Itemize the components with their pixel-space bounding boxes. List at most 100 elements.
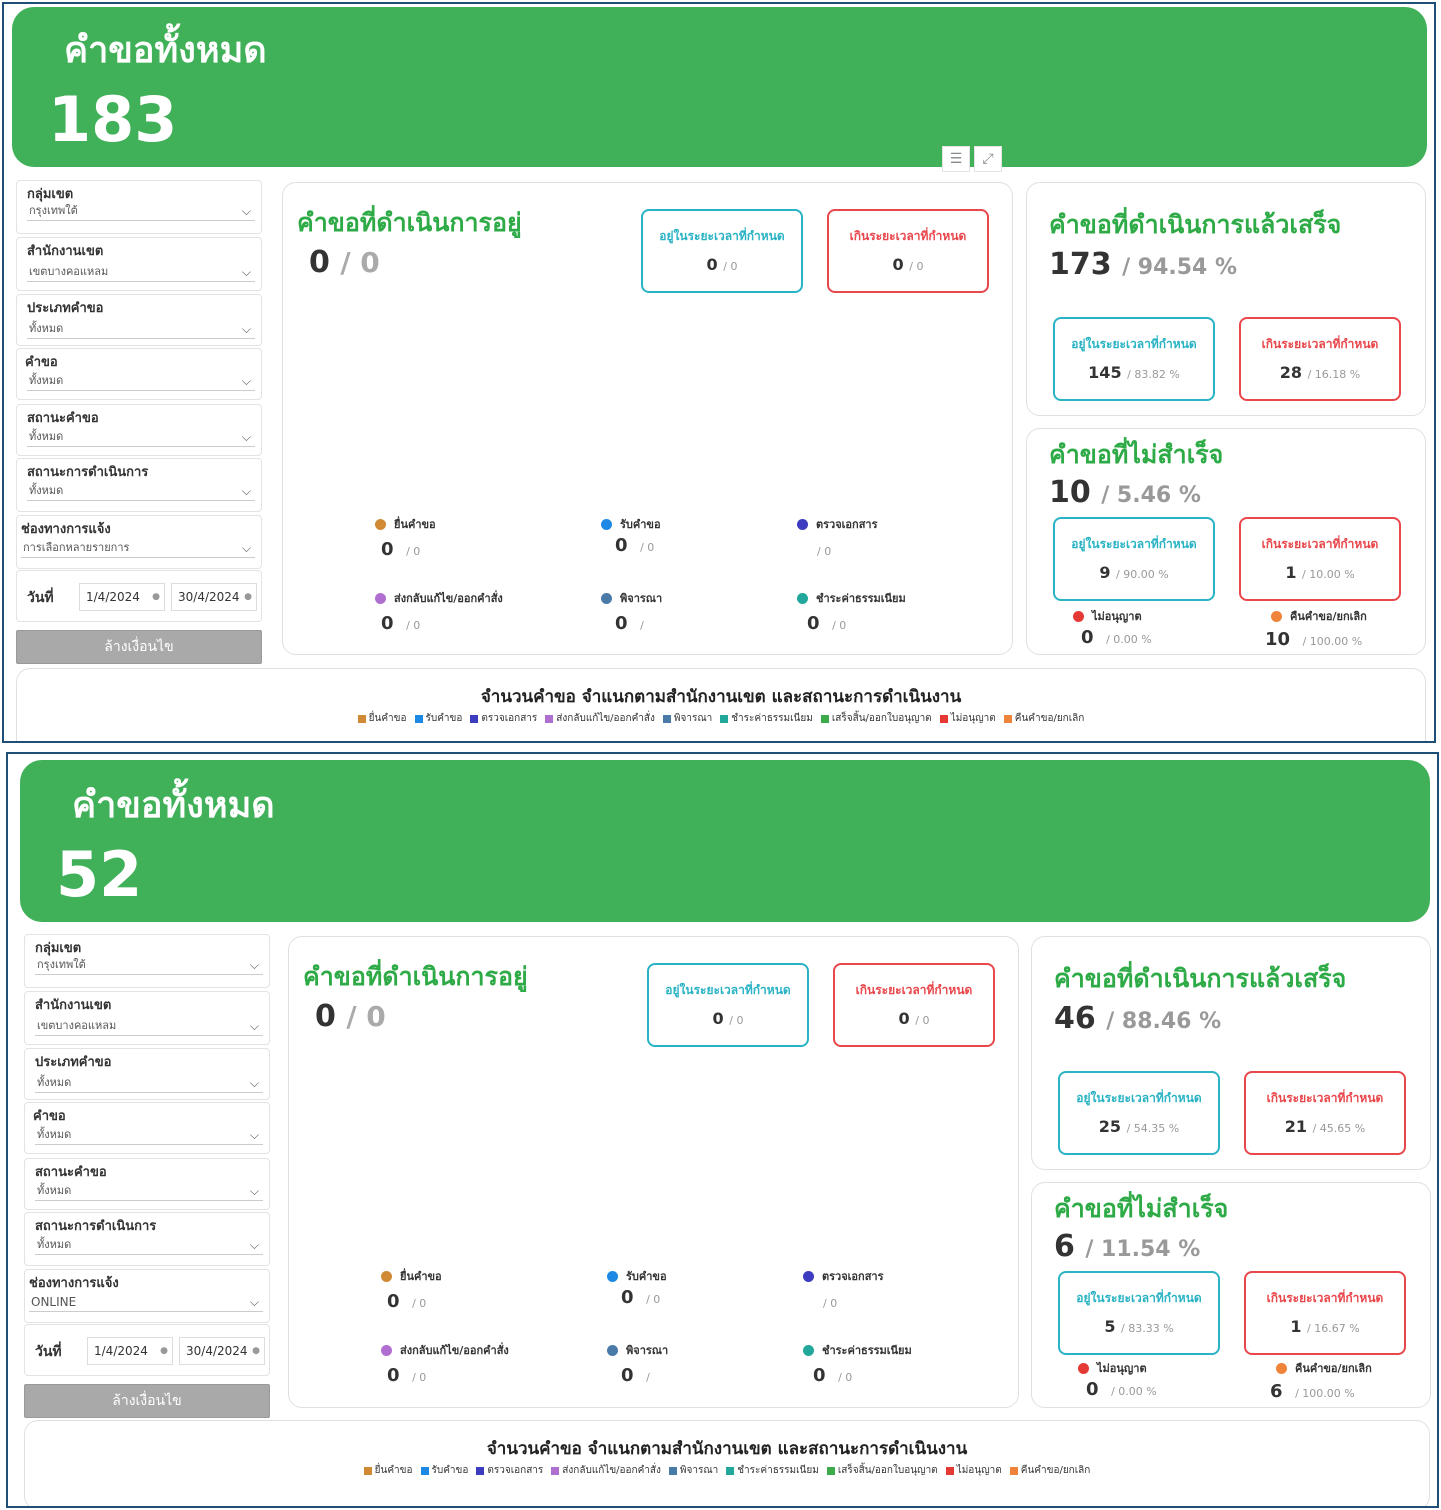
filter-label: สถานะการดำเนินการ	[35, 1219, 157, 1234]
in-progress-panel: คำขอที่ดำเนินการอยู่ 0 / 0 อยู่ในระยะเวล…	[288, 936, 1019, 1408]
card-label: อยู่ในระยะเวลาที่กำหนด	[1071, 537, 1197, 551]
completed-panel: คำขอที่ดำเนินการแล้วเสร็จ 46 / 88.46 % อ…	[1031, 936, 1431, 1170]
filter-channel[interactable]: ช่องทางการแจ้ง การเลือกหลายรายการ ⌵	[16, 515, 262, 569]
filter-label: ช่องทางการแจ้ง	[21, 522, 111, 537]
date-to-input[interactable]: 30/4/2024 ●	[179, 1337, 265, 1365]
filter-select[interactable]: ทั้งหมด ⌵	[35, 1125, 263, 1145]
clear-filters-button[interactable]: ล้างเงื่อนไข	[16, 630, 262, 664]
legend-item[interactable]: ส่งกลับแก้ไข/ออกคำสั่ง	[551, 1463, 661, 1478]
legend-item[interactable]: ส่งกลับแก้ไข/ออกคำสั่ง	[545, 711, 655, 726]
banner-count: 52	[56, 838, 143, 911]
filter-request[interactable]: คำขอ ทั้งหมด ⌵	[16, 348, 262, 400]
filter-select[interactable]: เขตบางคอแหลม ⌵	[35, 1016, 263, 1036]
filter-zone-group[interactable]: กลุ่มเขต กรุงเทพใต้ ⌵	[24, 934, 270, 988]
on-time-card: อยู่ในระยะเวลาที่กำหนด 5 / 83.33 %	[1058, 1271, 1220, 1355]
status-doc-check: ตรวจเอกสาร / 0	[803, 1267, 884, 1310]
legend-item[interactable]: ไม่อนุญาต	[939, 711, 996, 726]
status-considering: พิจารณา 0 /	[607, 1341, 668, 1386]
card-value: 9 / 90.00 %	[1099, 563, 1169, 582]
filter-district-office[interactable]: สำนักงานเขต เขตบางคอแหลม ⌵	[24, 991, 270, 1045]
filter-select[interactable]: ทั้งหมด ⌵	[35, 1181, 263, 1201]
legend-item[interactable]: ไม่อนุญาต	[945, 1463, 1002, 1478]
chevron-down-icon: ⌵	[241, 541, 251, 555]
card-label: เกินระยะเวลาที่กำหนด	[1261, 337, 1379, 351]
district-status-chart: จำนวนคำขอ จำแนกตามสำนักงานเขต และสถานะกา…	[16, 668, 1426, 741]
card-label: เกินระยะเวลาที่กำหนด	[1266, 1291, 1384, 1305]
status-fee-payment: ชำระค่าธรรมเนียม 0 / 0	[797, 589, 906, 634]
filter-request-status[interactable]: สถานะคำขอ ทั้งหมด ⌵	[24, 1158, 270, 1210]
filter-label: สถานะคำขอ	[27, 411, 99, 426]
status-dot	[1271, 610, 1282, 622]
card-label: เกินระยะเวลาที่กำหนด	[849, 229, 967, 243]
focus-mode-icon[interactable]: ⤢	[974, 146, 1002, 172]
panel-title: คำขอที่ดำเนินการแล้วเสร็จ	[1054, 964, 1347, 993]
filter-select[interactable]: กรุงเทพใต้ ⌵	[27, 201, 255, 221]
filter-request[interactable]: คำขอ ทั้งหมด ⌵	[24, 1102, 270, 1154]
status-fee-payment: ชำระค่าธรรมเนียม 0 / 0	[803, 1341, 912, 1386]
filter-label: ประเภทคำขอ	[27, 301, 104, 316]
status-dot	[375, 592, 386, 604]
filter-select[interactable]: ทั้งหมด ⌵	[27, 427, 255, 447]
date-label: วันที่	[27, 590, 54, 606]
filter-district-office[interactable]: สำนักงานเขต เขตบางคอแหลม ⌵	[16, 237, 262, 291]
filter-zone-group[interactable]: กลุ่มเขต กรุงเทพใต้ ⌵	[16, 180, 262, 234]
filter-select[interactable]: การเลือกหลายรายการ ⌵	[21, 538, 255, 558]
filter-select[interactable]: ทั้งหมด ⌵	[27, 481, 255, 501]
date-from-input[interactable]: 1/4/2024 ●	[79, 583, 165, 611]
date-from-input[interactable]: 1/4/2024 ●	[87, 1337, 173, 1365]
completed-total: 46 / 88.46 %	[1054, 1001, 1222, 1036]
legend-item[interactable]: ชำระค่าธรรมเนียม	[726, 1463, 819, 1478]
legend-item[interactable]: ตรวจเอกสาร	[476, 1463, 543, 1478]
legend-item[interactable]: ตรวจเอกสาร	[470, 711, 537, 726]
on-time-card: อยู่ในระยะเวลาที่กำหนด 0 / 0	[647, 963, 809, 1047]
clear-filters-button[interactable]: ล้างเงื่อนไข	[24, 1384, 270, 1418]
legend-item[interactable]: พิจารณา	[662, 711, 712, 726]
filter-label: ประเภทคำขอ	[35, 1055, 112, 1070]
legend-item[interactable]: เสร็จสิ้น/ออกใบอนุญาต	[826, 1463, 938, 1478]
filter-select[interactable]: ทั้งหมด ⌵	[35, 1073, 263, 1093]
status-cancelled: คืนคำขอ/ยกเลิก 10 / 100.00 %	[1265, 610, 1367, 650]
card-label: อยู่ในระยะเวลาที่กำหนด	[1076, 1291, 1202, 1305]
legend-item[interactable]: ยื่นคำขอ	[363, 1463, 413, 1478]
filter-request-type[interactable]: ประเภทคำขอ ทั้งหมด ⌵	[24, 1048, 270, 1100]
filter-select[interactable]: ทั้งหมด ⌵	[35, 1235, 263, 1255]
filter-request-type[interactable]: ประเภทคำขอ ทั้งหมด ⌵	[16, 294, 262, 346]
filter-operation-status[interactable]: สถานะการดำเนินการ ทั้งหมด ⌵	[16, 458, 262, 512]
filter-operation-status[interactable]: สถานะการดำเนินการ ทั้งหมด ⌵	[24, 1212, 270, 1266]
date-to-input[interactable]: 30/4/2024 ●	[171, 583, 257, 611]
legend-item[interactable]: คืนคำขอ/ยกเลิก	[1009, 1463, 1090, 1478]
chart-legend: ยื่นคำขอ รับคำขอ ตรวจเอกสาร ส่งกลับแก้ไข…	[25, 1463, 1429, 1478]
calendar-icon: ●	[152, 592, 160, 602]
panel-title: คำขอที่ดำเนินการแล้วเสร็จ	[1049, 210, 1342, 239]
card-label: เกินระยะเวลาที่กำหนด	[1261, 537, 1379, 551]
banner-title: คำขอทั้งหมด	[64, 30, 267, 71]
filter-icon[interactable]: ☰	[942, 146, 970, 172]
status-denied: ไม่อนุญาต 0 / 0.00 %	[1073, 607, 1152, 648]
legend-item[interactable]: เสร็จสิ้น/ออกใบอนุญาต	[820, 711, 932, 726]
calendar-icon: ●	[244, 592, 252, 602]
legend-item[interactable]: ชำระค่าธรรมเนียม	[720, 711, 813, 726]
status-dot	[601, 518, 612, 530]
chevron-down-icon: ⌵	[249, 1076, 259, 1090]
in-progress-total: 0 / 0	[309, 245, 380, 280]
filter-select[interactable]: ONLINE ⌵	[29, 1292, 263, 1312]
status-dot	[803, 1344, 814, 1356]
filter-request-status[interactable]: สถานะคำขอ ทั้งหมด ⌵	[16, 404, 262, 456]
legend-item[interactable]: พิจารณา	[668, 1463, 718, 1478]
failed-total: 10 / 5.46 %	[1049, 475, 1201, 510]
filter-select[interactable]: เขตบางคอแหลม ⌵	[27, 262, 255, 282]
chevron-down-icon: ⌵	[241, 430, 251, 444]
status-received: รับคำขอ 0 / 0	[607, 1267, 667, 1308]
legend-item[interactable]: คืนคำขอ/ยกเลิก	[1003, 711, 1084, 726]
filter-label: คำขอ	[25, 355, 58, 370]
card-value: 5 / 83.33 %	[1104, 1317, 1174, 1336]
chevron-down-icon: ⌵	[241, 322, 251, 336]
filter-select[interactable]: ทั้งหมด ⌵	[27, 319, 255, 339]
legend-item[interactable]: รับคำขอ	[414, 711, 462, 726]
legend-item[interactable]: รับคำขอ	[420, 1463, 468, 1478]
filter-select[interactable]: กรุงเทพใต้ ⌵	[35, 955, 263, 975]
filter-channel[interactable]: ช่องทางการแจ้ง ONLINE ⌵	[24, 1269, 270, 1323]
district-status-chart: จำนวนคำขอ จำแนกตามสำนักงานเขต และสถานะกา…	[24, 1420, 1430, 1506]
legend-item[interactable]: ยื่นคำขอ	[357, 711, 407, 726]
filter-select[interactable]: ทั้งหมด ⌵	[27, 371, 255, 391]
